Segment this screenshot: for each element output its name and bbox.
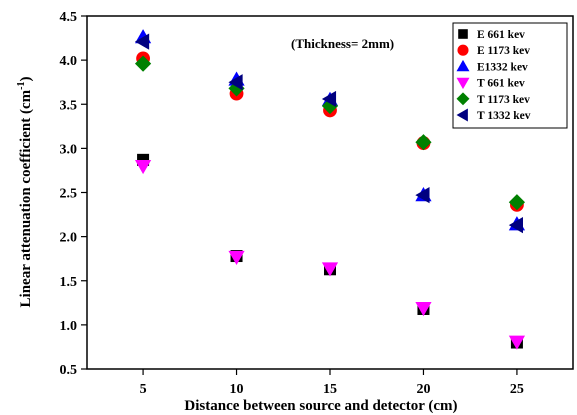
x-tick-label: 20 xyxy=(416,382,430,397)
legend-label: T 1173 kev xyxy=(477,94,530,106)
legend-marker xyxy=(456,59,470,72)
legend-items: E 661 kev E 1173 kev E1332 kev T 661 kev T 1… xyxy=(456,29,531,122)
data-point xyxy=(228,250,245,266)
annotation-thickness: (Thickness= 2mm) xyxy=(291,36,394,51)
x-tick-label: 15 xyxy=(323,382,337,397)
y-tick-label: 3.0 xyxy=(60,142,78,157)
data-points xyxy=(134,29,526,350)
y-axis: 0.5 1.0 1.5 2.0 2.5 3.0 3.5 4.0 4.5 xyxy=(60,10,87,378)
legend-marker xyxy=(456,92,470,106)
x-tick-label: 10 xyxy=(230,382,244,397)
legend-label: E1332 kev xyxy=(477,61,528,73)
data-point xyxy=(321,90,337,108)
legend: E 661 kev E 1173 kev E1332 kev T 661 kev T 1… xyxy=(452,22,568,129)
y-tick-label: 4.0 xyxy=(60,54,78,69)
y-tick-label: 3.5 xyxy=(60,98,78,113)
y-tick-label: 2.0 xyxy=(60,231,78,246)
data-point xyxy=(134,55,152,72)
data-point xyxy=(321,262,339,277)
y-tick-label: 0.5 xyxy=(60,363,78,378)
legend-marker xyxy=(457,44,469,56)
legend-marker xyxy=(456,77,470,90)
data-point xyxy=(508,335,526,350)
y-tick-label: 1.0 xyxy=(60,319,78,334)
legend-label: T 1332 kev xyxy=(477,110,531,122)
x-axis: 5 10 15 20 25 xyxy=(140,369,524,397)
data-point xyxy=(134,159,152,175)
y-tick-label: 1.5 xyxy=(60,275,78,290)
y-tick-label: 2.5 xyxy=(60,187,78,202)
data-point xyxy=(415,187,430,204)
y-axis-title: Linear attenuation coefficient (cm-1) xyxy=(16,77,34,308)
x-tick-label: 25 xyxy=(510,382,524,397)
y-tick-label: 4.5 xyxy=(60,10,78,25)
legend-label: E 661 kev xyxy=(477,29,525,41)
data-point xyxy=(508,194,526,211)
y-axis-title-sup: -1 xyxy=(16,82,27,90)
data-point xyxy=(228,74,243,91)
data-point xyxy=(415,134,432,151)
legend-marker xyxy=(456,108,468,122)
legend-label: T 661 kev xyxy=(477,78,525,90)
legend-box xyxy=(452,22,568,129)
legend-label: E 1173 kev xyxy=(477,45,530,57)
data-point xyxy=(508,217,523,234)
y-axis-title-main: Linear attenuation coefficient (cm xyxy=(18,89,34,307)
data-point xyxy=(415,302,432,317)
x-tick-label: 5 xyxy=(140,382,147,397)
y-axis-title-close: ) xyxy=(18,77,34,82)
x-axis-title: Distance between source and detector (cm… xyxy=(184,398,457,414)
legend-marker xyxy=(458,29,468,39)
data-point xyxy=(134,33,150,50)
